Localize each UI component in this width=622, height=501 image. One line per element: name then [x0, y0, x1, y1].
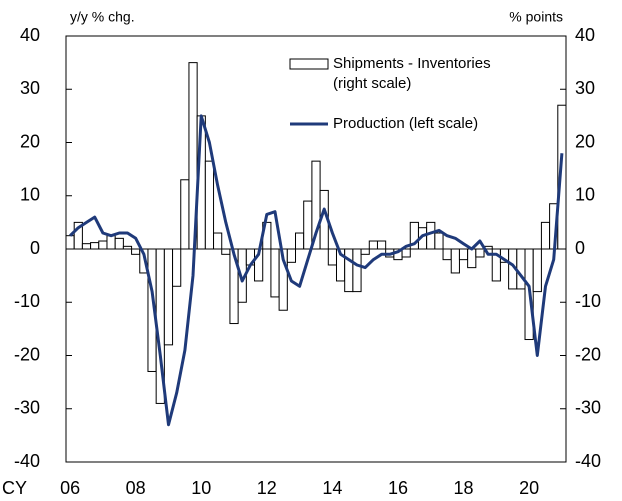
bar	[467, 248, 477, 269]
bar	[90, 242, 100, 250]
y2-tick-label: -20	[575, 344, 601, 364]
y-tick-label: -10	[14, 291, 40, 311]
x-tick-label: 20	[519, 478, 539, 498]
bar	[270, 248, 280, 298]
bar	[221, 248, 231, 255]
legend-note: (right scale)	[333, 75, 411, 92]
x-axis-prefix: CY	[2, 478, 27, 498]
bar	[81, 243, 92, 250]
y2-axis-label: % points	[509, 9, 563, 25]
line	[69, 114, 564, 427]
y-axis-label: y/y % chg.	[70, 9, 135, 25]
y-tick-label: -20	[14, 344, 40, 364]
bar	[114, 237, 124, 250]
bar	[376, 240, 387, 250]
x-tick-label: 16	[388, 478, 408, 498]
bar	[204, 160, 215, 250]
x-tick-label: 06	[60, 478, 80, 498]
bar	[327, 248, 337, 266]
bar	[352, 248, 362, 293]
bar	[532, 248, 542, 293]
bar	[65, 235, 75, 250]
bar	[303, 200, 313, 250]
bar	[360, 248, 370, 255]
bar	[344, 248, 354, 293]
bar	[98, 240, 108, 250]
y2-tick-label: 20	[575, 131, 595, 151]
y-tick-label: -30	[14, 398, 40, 418]
bar	[172, 248, 182, 287]
bar	[434, 232, 444, 250]
bar	[213, 232, 223, 250]
y-tick-label: 0	[30, 238, 40, 258]
plot-frame	[65, 35, 567, 463]
x-tick-label: 14	[322, 478, 342, 498]
bar	[458, 248, 469, 261]
y2-tick-label: 0	[575, 238, 585, 258]
bar	[540, 221, 551, 250]
legend-swatch	[289, 58, 329, 70]
y2-tick-label: -40	[575, 451, 601, 471]
bar	[368, 240, 378, 250]
y-tick-label: 40	[20, 25, 40, 45]
bar	[180, 179, 190, 250]
y-tick-label: 30	[20, 78, 40, 98]
x-tick-label: 08	[126, 478, 146, 498]
x-tick-label: 12	[257, 478, 277, 498]
bar	[516, 248, 526, 290]
bar	[286, 248, 297, 263]
y-tick-label: 20	[20, 131, 40, 151]
legend-label: Shipments - Inventories	[333, 55, 491, 72]
y2-tick-label: -10	[575, 291, 601, 311]
bar	[442, 248, 452, 261]
x-tick-label: 10	[191, 478, 211, 498]
bar	[426, 221, 436, 250]
bar	[106, 235, 116, 250]
y2-tick-label: -30	[575, 398, 601, 418]
bar	[475, 248, 485, 258]
y-tick-label: -40	[14, 451, 40, 471]
bar	[131, 248, 141, 255]
bar	[295, 232, 305, 250]
bar	[401, 248, 411, 258]
y2-tick-label: 40	[575, 25, 595, 45]
legend-label: Production (left scale)	[333, 115, 478, 132]
y2-tick-label: 10	[575, 185, 595, 205]
y2-tick-label: 30	[575, 78, 595, 98]
x-tick-label: 18	[454, 478, 474, 498]
bar	[163, 248, 174, 346]
y-tick-label: 10	[20, 185, 40, 205]
bar	[450, 248, 460, 274]
